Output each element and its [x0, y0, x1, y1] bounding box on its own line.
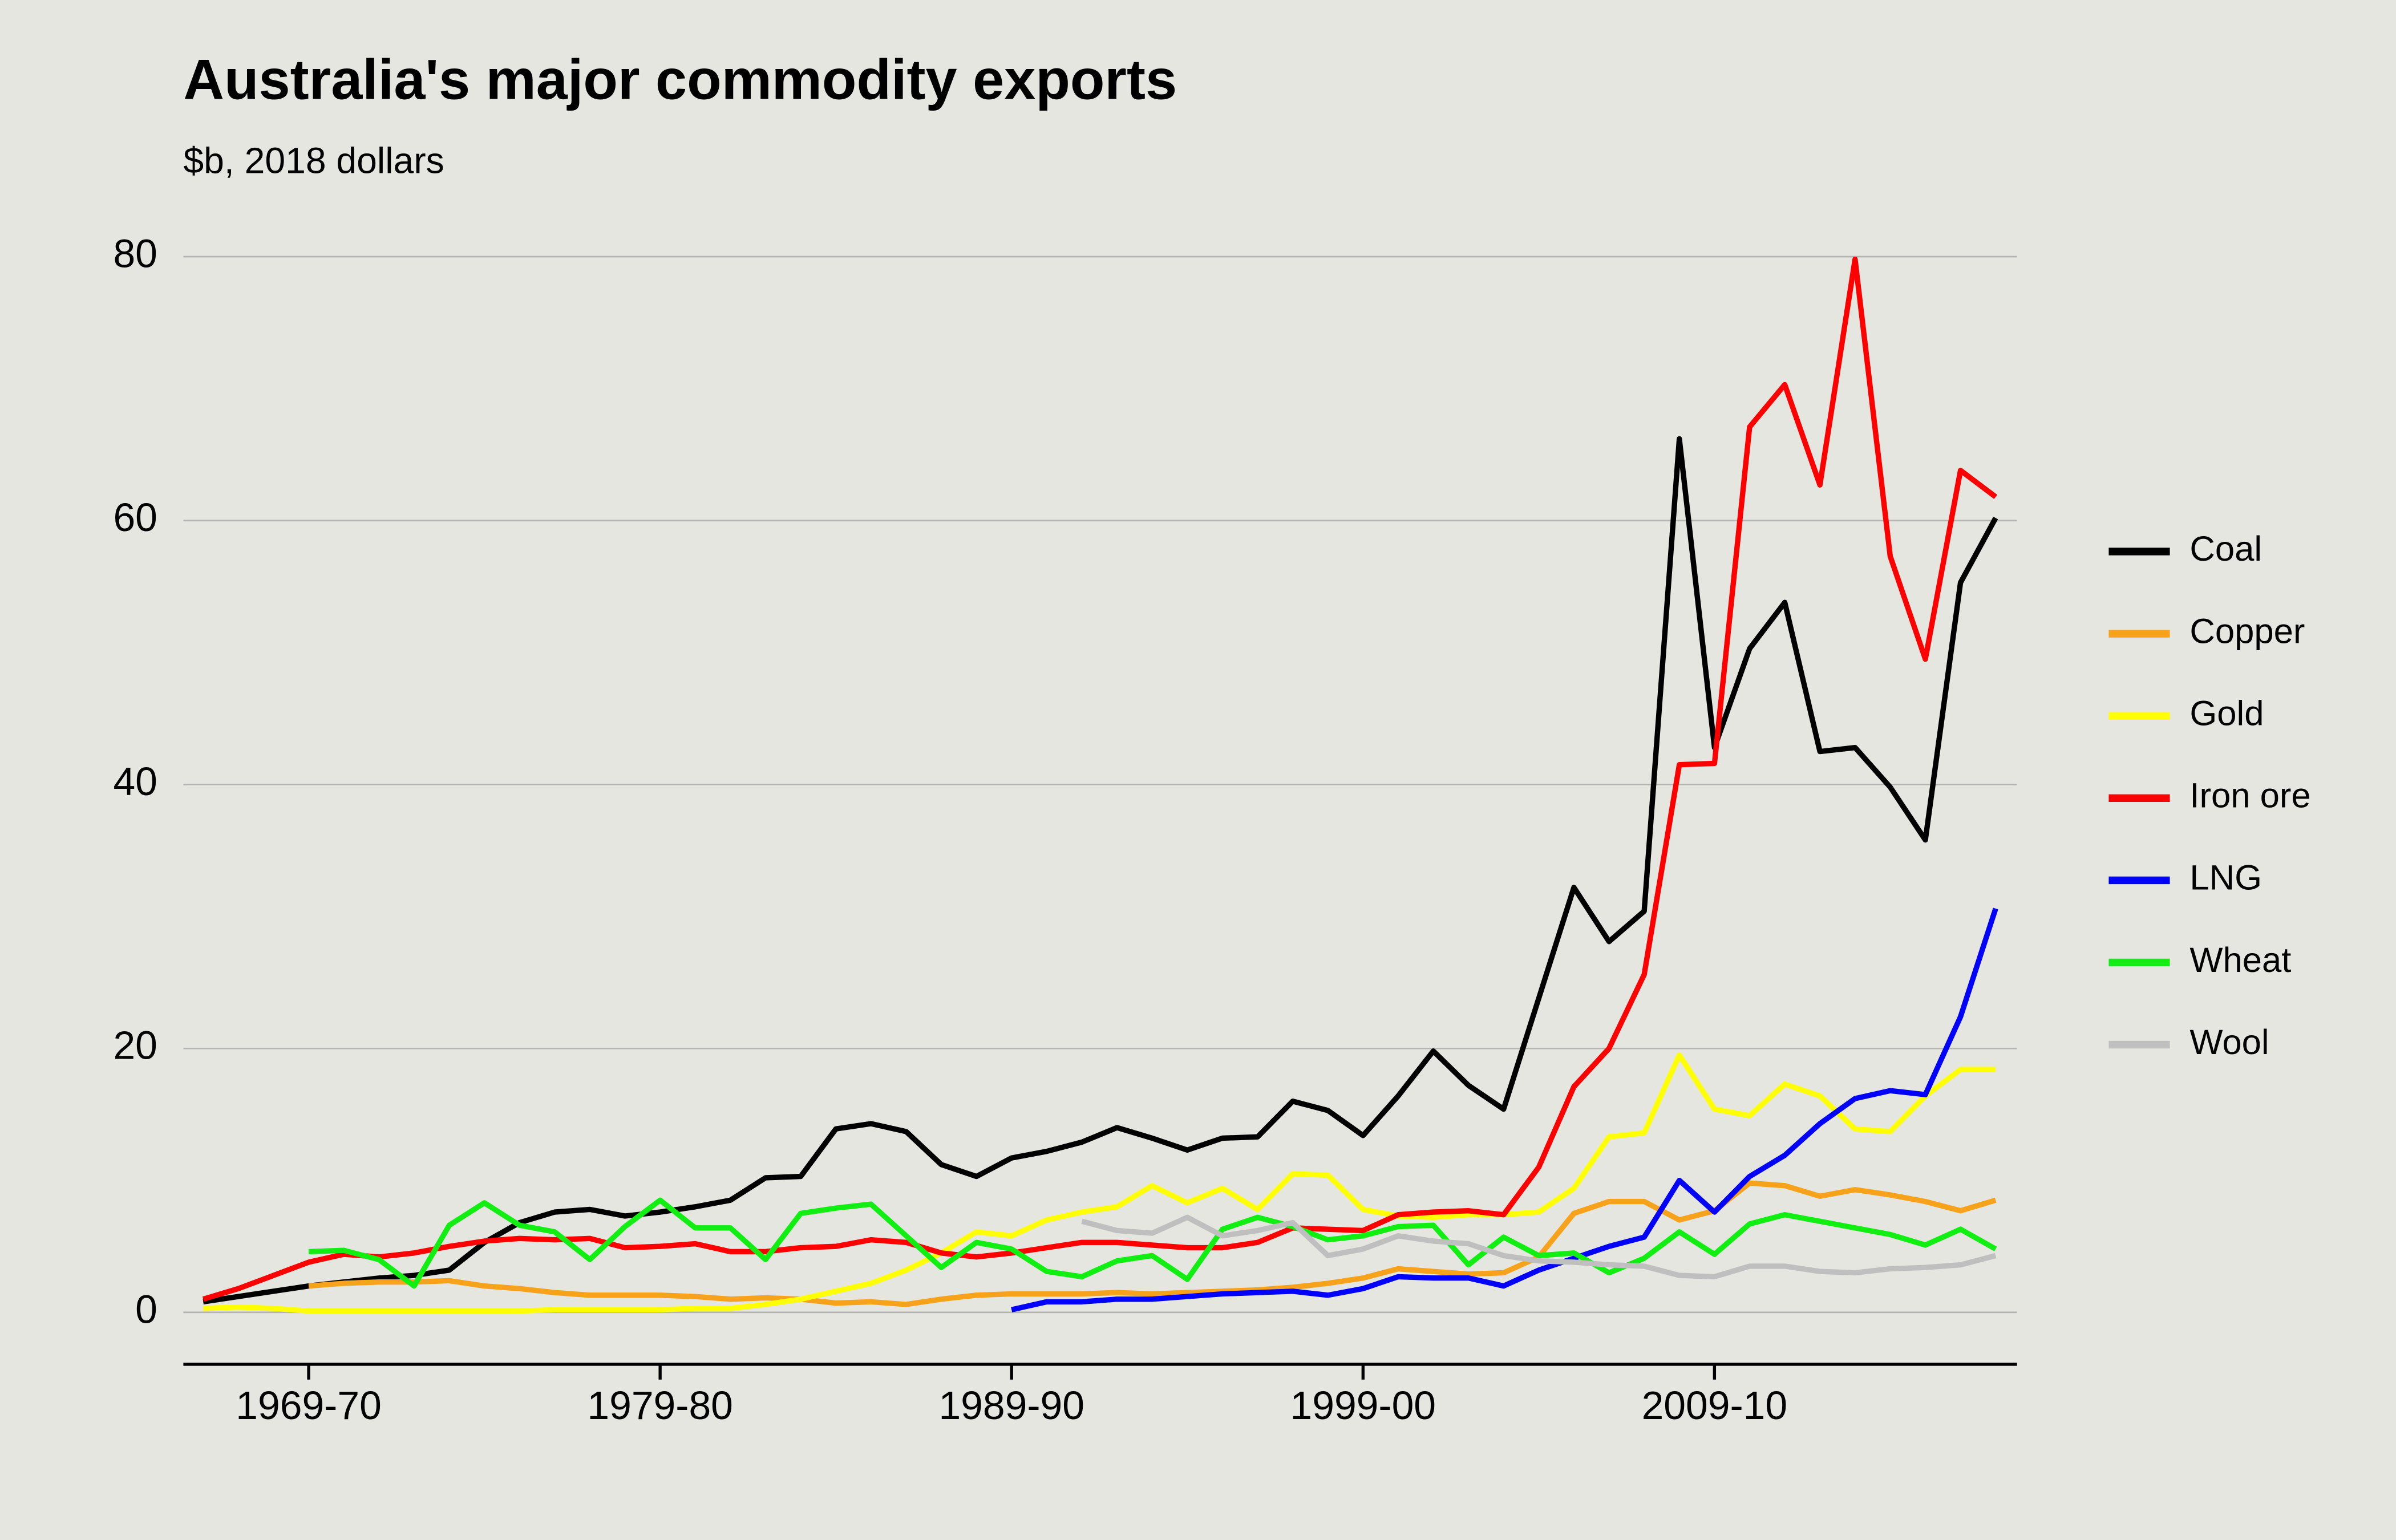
y-tick-label: 60 [113, 495, 157, 540]
line [308, 1197, 1997, 1289]
legend-label: Coal [2189, 529, 2262, 569]
line [203, 1052, 1996, 1314]
legend-label: Gold [2189, 694, 2264, 733]
line [1081, 1214, 1997, 1280]
y-tick-label: 80 [113, 231, 157, 275]
chart-subtitle: $b, 2018 dollars [183, 140, 444, 181]
chart-title: Australia's major commodity exports [183, 48, 1177, 111]
y-tick-label: 0 [135, 1287, 157, 1331]
line [202, 256, 1998, 1302]
legend-label: Wheat [2189, 941, 2291, 980]
y-tick-label: 20 [113, 1023, 157, 1068]
line [1011, 907, 1998, 1312]
x-tick-label: 1999-00 [1290, 1383, 1436, 1428]
legend-label: LNG [2189, 858, 2262, 898]
legend-label: Iron ore [2189, 776, 2310, 816]
x-tick-label: 1969-70 [236, 1383, 382, 1428]
x-tick-label: 1989-90 [938, 1383, 1084, 1428]
x-tick-label: 1979-80 [587, 1383, 733, 1428]
y-tick-label: 40 [113, 759, 157, 804]
legend-label: Copper [2189, 611, 2305, 651]
line [203, 436, 1998, 1305]
legend-label: Wool [2189, 1023, 2269, 1062]
x-tick-label: 2009-10 [1642, 1383, 1788, 1428]
